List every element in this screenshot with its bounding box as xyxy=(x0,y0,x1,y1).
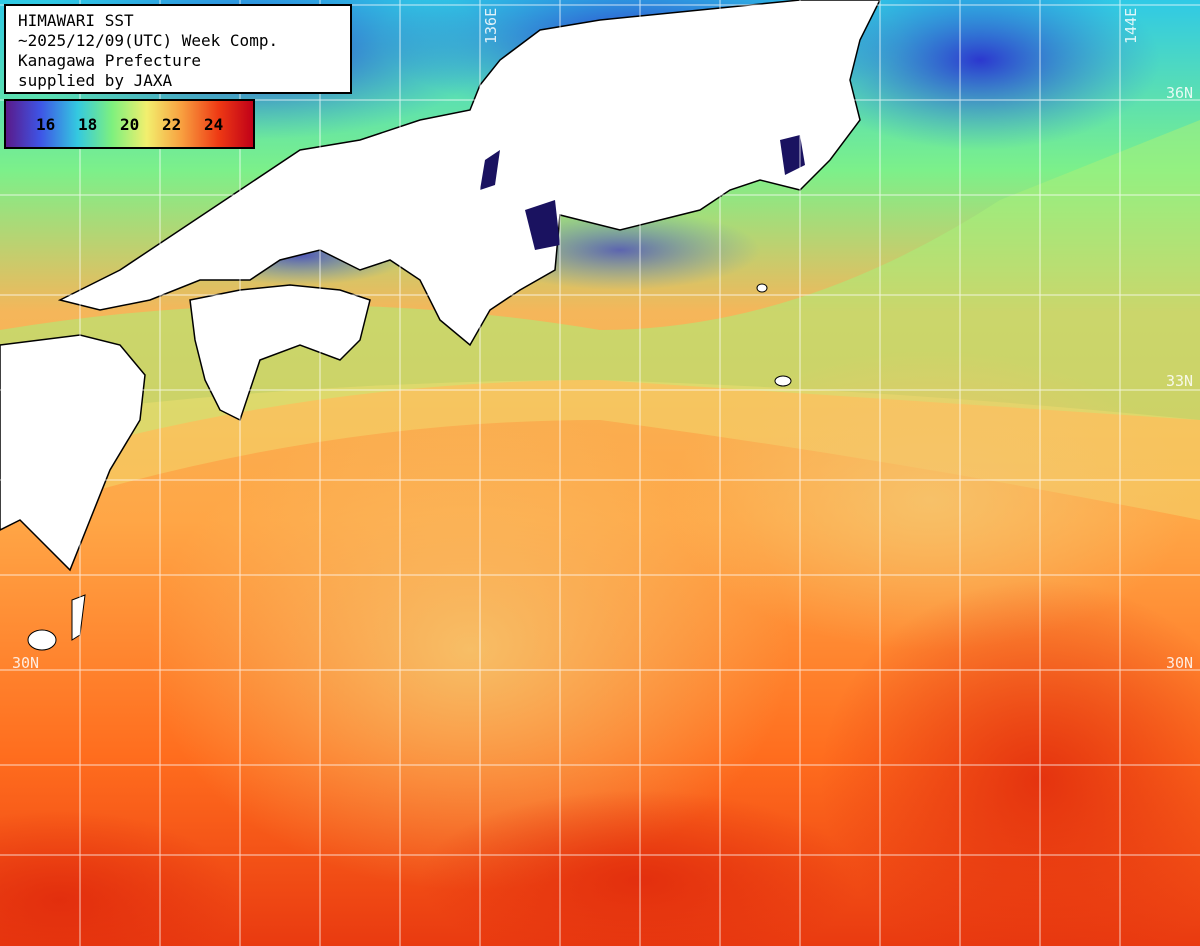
map-info-box: HIMAWARI SST ~2025/12/09(UTC) Week Comp.… xyxy=(4,4,352,94)
product-title: HIMAWARI SST xyxy=(18,11,134,30)
island-hachijo xyxy=(774,375,792,387)
legend-label-18: 18 xyxy=(78,115,98,134)
lat-label-36n: 36N xyxy=(1166,84,1194,102)
legend-label-16: 16 xyxy=(36,115,56,134)
lat-label-33n: 33N xyxy=(1166,372,1194,390)
provider-prefecture: Kanagawa Prefecture xyxy=(18,51,202,70)
lon-label-144e: 144E xyxy=(1122,7,1140,44)
tokyo-bay xyxy=(780,135,805,175)
legend-label-22: 22 xyxy=(162,115,182,134)
island-yakushima xyxy=(27,629,57,651)
hot-water-southwest xyxy=(0,810,240,946)
data-credit: supplied by JAXA xyxy=(18,71,173,90)
island-oshima xyxy=(756,283,768,293)
warm-eddy xyxy=(150,410,790,890)
composite-date: ~2025/12/09(UTC) Week Comp. xyxy=(18,31,279,50)
legend-label-20: 20 xyxy=(120,115,140,134)
ise-bay xyxy=(525,200,560,250)
cold-water-northeast xyxy=(800,0,1160,150)
temperature-legend: 16 18 20 22 24 xyxy=(4,99,255,149)
lon-label-136e: 136E xyxy=(482,7,500,44)
lat-label-30n-east: 30N xyxy=(1166,654,1194,672)
land-honshu xyxy=(57,0,881,347)
legend-label-24: 24 xyxy=(204,115,224,134)
lake-biwa xyxy=(480,150,500,190)
lat-label-30n-west: 30N xyxy=(12,654,40,672)
